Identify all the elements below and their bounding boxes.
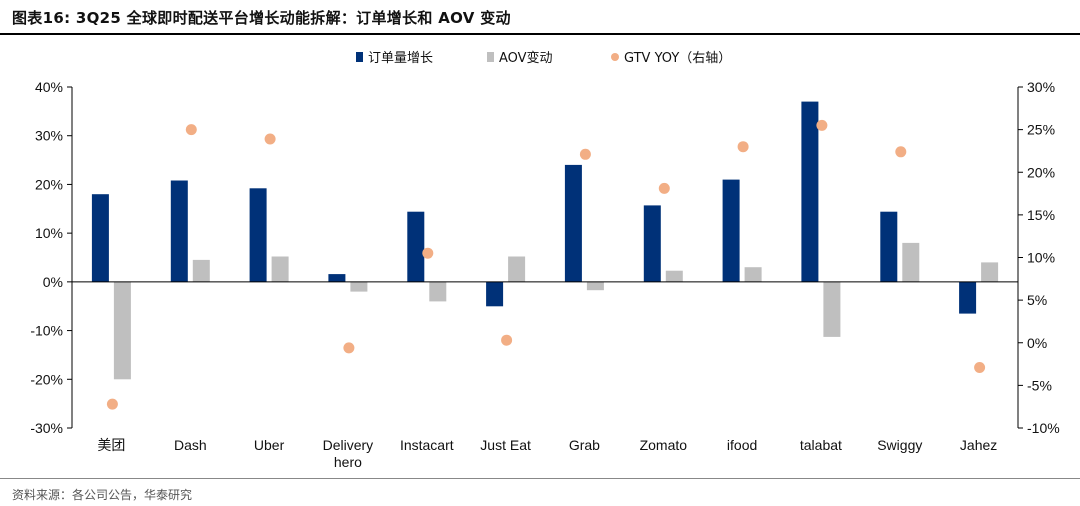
source-note: 资料来源：各公司公告，华泰研究: [12, 488, 193, 502]
gtv-point: [501, 334, 513, 346]
orders-bar: [170, 180, 188, 282]
axes: [67, 86, 1023, 429]
footer-divider: [0, 478, 1080, 479]
right-tick-label: -10%: [1027, 420, 1060, 436]
orders-bar: [959, 281, 977, 314]
gtv-point: [658, 182, 670, 194]
category-label: Just Eat: [480, 437, 531, 453]
right-tick-label: 0%: [1027, 335, 1047, 351]
category-label: Jahez: [960, 437, 997, 453]
right-tick-label: 10%: [1027, 250, 1055, 266]
right-tick-label: 15%: [1027, 207, 1055, 223]
scatter-layer: [106, 119, 986, 410]
left-tick-label: 0%: [43, 274, 63, 290]
aov-bar: [981, 262, 999, 282]
aov-bar: [902, 242, 920, 282]
gtv-point: [974, 362, 986, 373]
category-label: Zomato: [640, 437, 688, 453]
aov-bar: [744, 267, 762, 282]
category-label: 美团: [97, 437, 125, 453]
aov-bar: [665, 270, 683, 282]
left-tick-label: -20%: [30, 371, 63, 387]
aov-bar: [429, 281, 447, 302]
left-tick-label: 40%: [35, 79, 63, 95]
left-tick-label: 10%: [35, 225, 63, 241]
gtv-point: [264, 133, 276, 145]
orders-bar: [249, 188, 267, 282]
orders-bar: [880, 211, 898, 282]
legend-aov-label: AOV变动: [499, 50, 553, 66]
right-tick-label: -5%: [1027, 377, 1052, 393]
gtv-point: [422, 247, 434, 259]
right-tick-label: 5%: [1027, 292, 1047, 308]
aov-bar: [508, 256, 526, 282]
orders-bar: [801, 101, 819, 282]
aov-bar: [350, 281, 368, 292]
gtv-point: [579, 148, 591, 160]
orders-bar: [407, 211, 425, 282]
legend-orders-swatch: [356, 52, 363, 62]
category-label: Dash: [174, 437, 207, 453]
gtv-point: [816, 119, 828, 131]
legend: 订单量增长 AOV变动 GTV YOY（右轴）: [356, 50, 731, 66]
category-label: Grab: [569, 437, 600, 453]
legend-gtv-marker: [611, 53, 619, 61]
legend-gtv-label: GTV YOY（右轴）: [624, 51, 731, 66]
category-labels: 美团 Dash Uber Delivery hero Instacart Just Eat G…: [97, 437, 997, 470]
bar-layer: [91, 101, 999, 380]
aov-bar: [113, 281, 131, 380]
aov-bar: [586, 281, 604, 291]
legend-aov-swatch: [487, 52, 494, 62]
chart-title: 图表16: 3Q25 全球即时配送平台增长动能拆解：订单增长和 AOV 变动: [12, 9, 511, 27]
left-tick-label: 30%: [35, 128, 63, 144]
legend-orders-label: 订单量增长: [368, 51, 433, 66]
left-tick-label: -10%: [30, 323, 63, 339]
orders-bar: [643, 205, 661, 282]
title-divider: [0, 33, 1080, 35]
left-tick-label: -30%: [30, 420, 63, 436]
orders-bar: [722, 179, 740, 282]
aov-bar: [823, 281, 841, 337]
category-label: talabat: [800, 437, 842, 453]
aov-bar: [271, 256, 289, 282]
aov-bar: [192, 259, 210, 282]
category-label: Swiggy: [877, 437, 922, 453]
chart-canvas: 订单量增长 AOV变动 GTV YOY（右轴） 40% 30% 20% 10% 0% -10%…: [30, 50, 1059, 470]
category-label: Uber: [254, 437, 285, 453]
tick-labels: 40% 30% 20% 10% 0% -10% -20% -30% 30% 25% 20% 15% 10…: [30, 79, 1059, 436]
orders-bar: [328, 274, 346, 282]
left-tick-label: 20%: [35, 176, 63, 192]
gtv-point: [185, 124, 197, 136]
right-tick-label: 20%: [1027, 164, 1055, 180]
orders-bar: [564, 164, 582, 282]
gtv-point: [737, 141, 749, 153]
orders-bar: [91, 194, 109, 282]
right-tick-label: 30%: [1027, 79, 1055, 95]
gtv-point: [343, 342, 355, 354]
right-tick-label: 25%: [1027, 122, 1055, 138]
category-label: ifood: [727, 437, 757, 453]
category-label: Instacart: [400, 437, 454, 453]
orders-bar: [486, 281, 504, 307]
category-label: Delivery hero: [323, 437, 374, 470]
gtv-point: [895, 146, 907, 158]
gtv-point: [106, 398, 118, 410]
